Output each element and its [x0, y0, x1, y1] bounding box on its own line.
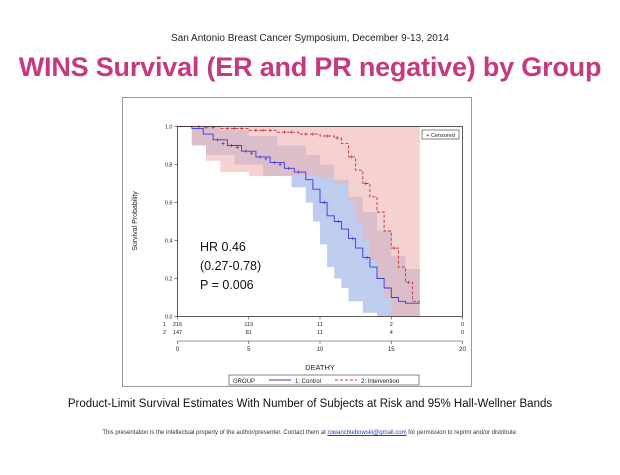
control-censor-mark	[258, 155, 262, 159]
at-risk-row-label: 2	[163, 330, 166, 336]
at-risk-count: 0	[461, 322, 464, 328]
x-tick-label: 10	[317, 347, 324, 353]
x-tick-label: 15	[388, 347, 395, 353]
group-legend-title: GROUP	[233, 379, 255, 385]
x-tick-label: 5	[247, 347, 251, 353]
control-censor-mark	[235, 145, 239, 149]
control-censor-mark	[215, 138, 219, 142]
footer-suffix: for permission to reprint and/or distrib…	[408, 430, 518, 436]
intervention-censor-mark	[225, 126, 229, 130]
y-tick-label: 0.0	[165, 315, 173, 321]
intervention-censor-mark	[254, 128, 258, 132]
x-axis-label: DEATHY	[305, 363, 335, 372]
control-censor-mark	[278, 162, 282, 167]
control-censor-mark	[221, 142, 225, 146]
footer-prefix: This presentation is the intellectual pr…	[102, 430, 326, 436]
at-risk-count: 119	[244, 322, 253, 328]
intervention-censor-mark	[325, 134, 329, 138]
hr-value: HR 0.46	[200, 240, 246, 254]
intervention-censor-mark	[240, 126, 244, 130]
contact-email-link[interactable]: rowanchlebowski@gmail.com	[327, 430, 407, 436]
intervention-censor-mark	[261, 128, 265, 132]
control-censor-mark	[365, 256, 369, 260]
figure-caption: Product-Limit Survival Estimates With Nu…	[67, 398, 553, 410]
intervention-censor-mark	[268, 128, 272, 132]
intervention-censor-mark	[335, 136, 339, 140]
y-tick-label: 0.2	[165, 277, 173, 283]
control-censor-mark	[230, 143, 234, 148]
control-censor-mark	[297, 170, 301, 174]
y-tick-label: 0.4	[165, 239, 173, 245]
y-tick-label: 1.0	[165, 125, 173, 131]
censored-legend: + Censored	[421, 129, 460, 140]
y-axis-label: Survival Probability	[132, 191, 139, 251]
legend-control-label: 1: Control	[295, 379, 321, 385]
intervention-censor-mark	[364, 181, 368, 186]
intervention-censor-mark	[289, 130, 294, 134]
p-value: P = 0.006	[200, 278, 254, 292]
at-risk-row-label: 1	[163, 322, 166, 328]
control-censor-mark	[244, 149, 248, 153]
at-risk-count: 81	[246, 330, 252, 336]
km-plot-canvas: 0.00.20.40.60.81.0 0 5 10 15 20 1 216 119 11 2 02…	[132, 125, 466, 386]
hr-annotation: HR 0.46 (0.27-0.78) P = 0.006	[200, 240, 261, 292]
x-tick-label: 20	[459, 347, 466, 353]
censored-legend-label: + Censored	[426, 133, 455, 139]
control-censor-mark	[322, 200, 326, 205]
control-confidence-band	[177, 126, 420, 317]
legend-intervention-label: 2: Intervention	[361, 379, 399, 385]
footer-notice: This presentation is the intellectual pr…	[0, 430, 620, 436]
control-censor-mark	[272, 161, 276, 165]
at-risk-count: 4	[390, 330, 393, 336]
control-censor-mark	[351, 237, 355, 241]
control-censor-mark	[264, 157, 268, 161]
intervention-survival-line	[177, 126, 420, 302]
at-risk-count: 2	[390, 322, 393, 328]
x-tick-label: 0	[176, 347, 180, 353]
km-plot: 0.0 0.2 0.4 0.6 0.8 1.0 0 5 10 15 20 1 216 119 11 2 0 2…	[122, 97, 472, 387]
control-censor-mark	[287, 166, 291, 170]
control-censor-mark	[250, 151, 254, 155]
at-risk-count: 0	[461, 330, 464, 336]
at-risk-count: 216	[173, 322, 182, 328]
intervention-censor-mark	[232, 126, 237, 130]
conference-header: San Antonio Breast Cancer Symposium, Dec…	[171, 33, 449, 44]
at-risk-count: 11	[317, 330, 323, 336]
group-legend: GROUP 1: Control 2: Intervention	[228, 374, 420, 386]
control-censor-mark	[336, 219, 341, 224]
hr-ci: (0.27-0.78)	[200, 259, 261, 273]
intervention-censor-mark	[406, 280, 410, 284]
at-risk-count: 11	[317, 322, 323, 328]
slide-title: WINS Survival (ER and PR negative) by Gr…	[18, 52, 602, 82]
at-risk-count: 147	[173, 330, 182, 336]
intervention-censor-mark	[349, 155, 353, 159]
intervention-censor-mark	[304, 132, 308, 136]
y-tick-label: 0.6	[165, 201, 173, 207]
intervention-censor-mark	[311, 132, 315, 136]
intervention-censor-mark	[392, 246, 396, 250]
intervention-confidence-band	[177, 126, 420, 317]
y-tick-label: 0.8	[165, 163, 173, 169]
intervention-censor-mark	[282, 130, 286, 134]
